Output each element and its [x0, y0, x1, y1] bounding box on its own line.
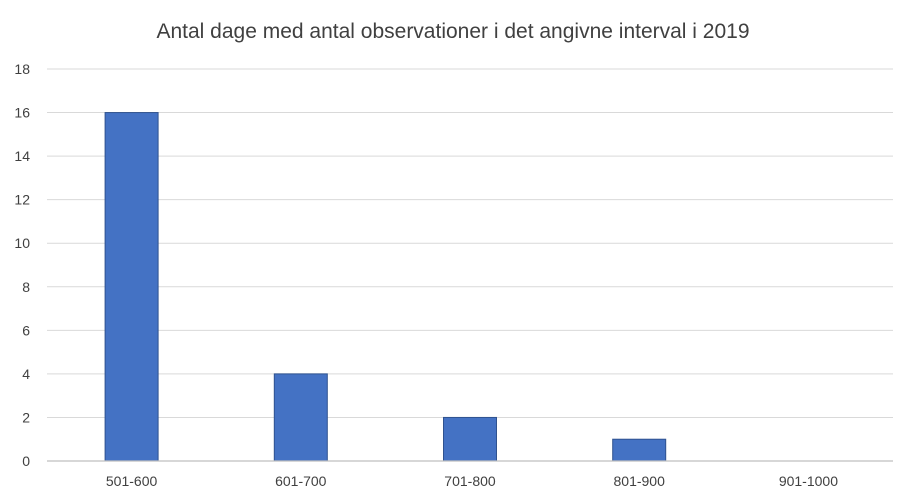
y-tick-label: 0 [22, 453, 30, 469]
chart-title: Antal dage med antal observationer i det… [156, 20, 749, 43]
y-tick-label: 16 [14, 105, 30, 121]
x-tick-label: 601-700 [275, 473, 327, 489]
gridlines [47, 68, 893, 418]
y-tick-label: 18 [14, 61, 30, 77]
y-tick-label: 2 [22, 409, 30, 425]
bar-701-800 [443, 416, 497, 462]
y-tick-label: 8 [22, 279, 30, 295]
bars [104, 112, 667, 462]
y-tick-label: 6 [22, 322, 30, 338]
bar-501-600 [104, 112, 159, 462]
x-tick-label: 901-1000 [779, 473, 838, 489]
y-tick-label: 12 [14, 192, 30, 208]
y-tick-label: 10 [14, 235, 30, 251]
bar-601-700 [273, 373, 328, 462]
x-axis-tick-labels: 501-600 601-700 701-800 801-900 901-1000 [106, 473, 838, 489]
y-tick-label: 14 [14, 148, 30, 164]
x-tick-label: 701-800 [444, 473, 496, 489]
y-axis-tick-labels: 0 2 4 6 8 10 12 14 16 18 [14, 61, 30, 469]
bar-801-900 [612, 438, 667, 462]
x-tick-label: 501-600 [106, 473, 158, 489]
x-tick-label: 801-900 [614, 473, 666, 489]
y-tick-label: 4 [22, 366, 30, 382]
